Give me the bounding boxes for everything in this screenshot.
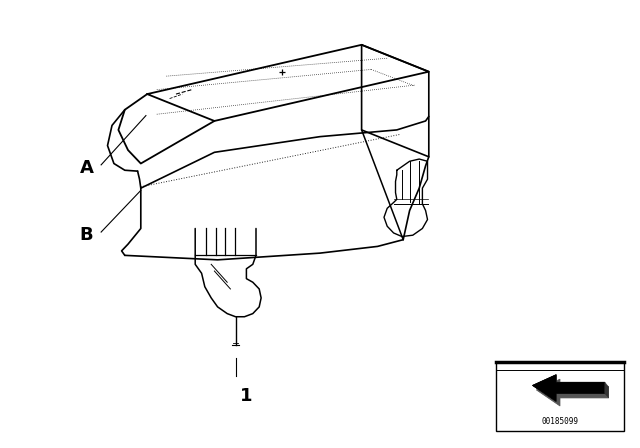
Text: B: B	[79, 226, 93, 244]
Polygon shape	[532, 375, 605, 401]
Text: 1: 1	[240, 388, 253, 405]
Polygon shape	[605, 382, 609, 398]
Text: A: A	[79, 159, 93, 177]
Polygon shape	[532, 375, 605, 401]
Polygon shape	[536, 379, 609, 406]
Bar	[496, 362, 624, 431]
Text: 00185099: 00185099	[541, 417, 579, 426]
